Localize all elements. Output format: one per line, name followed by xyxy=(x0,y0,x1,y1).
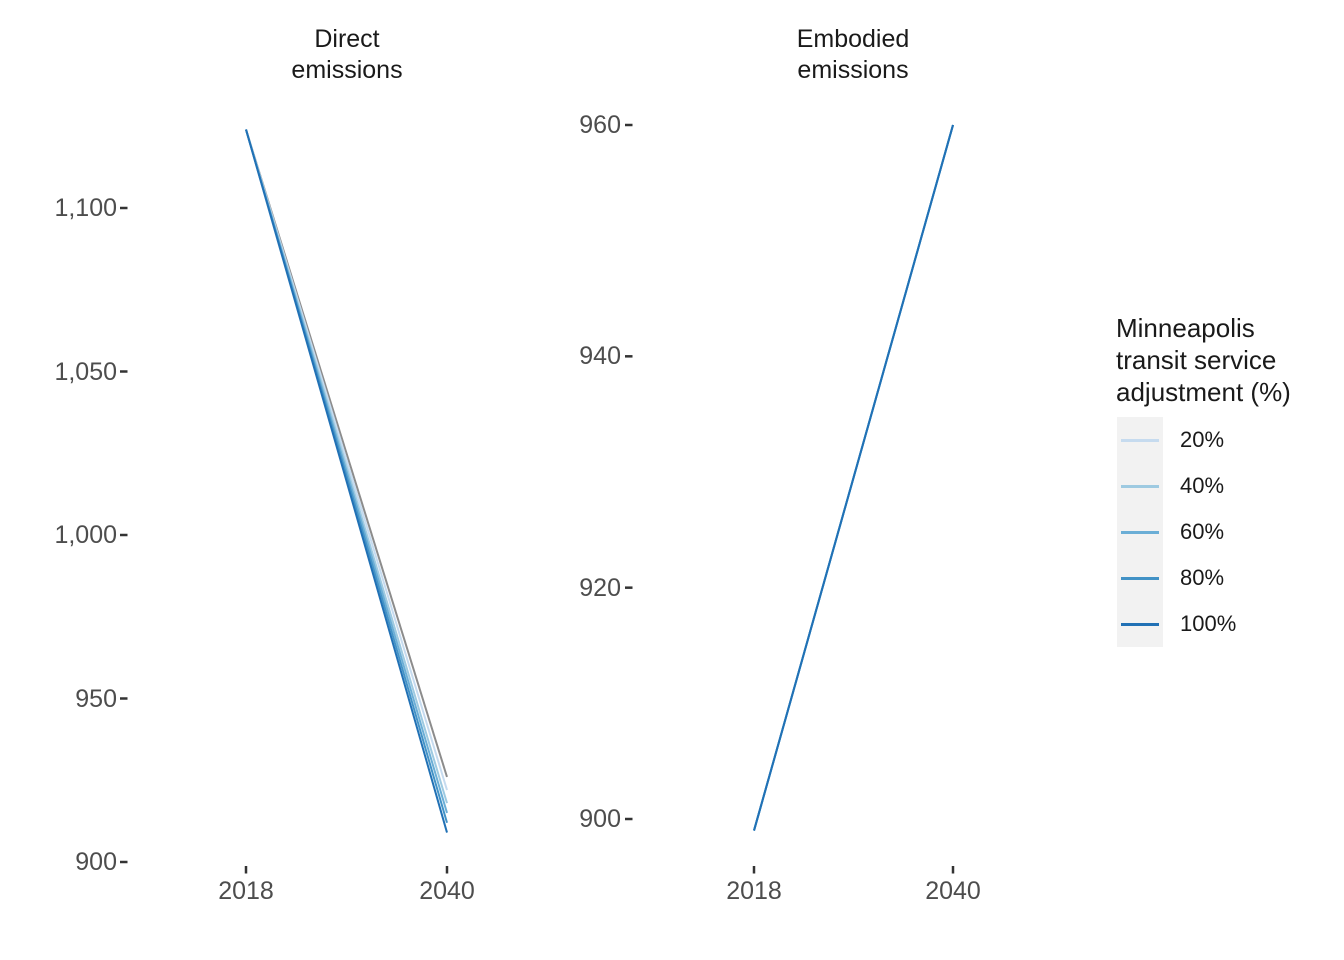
x-axis-tick-label: 2040 xyxy=(925,877,981,905)
x-axis-tick-label: 2040 xyxy=(419,877,475,905)
y-axis-tick-mark xyxy=(120,533,128,537)
y-axis-tick-label: 950 xyxy=(75,684,117,713)
y-axis-tick-mark xyxy=(625,123,633,127)
panel-title-embodied-emissions: Embodied emissions xyxy=(796,25,910,84)
legend-key xyxy=(1117,509,1163,555)
legend-line-swatch xyxy=(1121,622,1159,626)
legend-entry: 20% xyxy=(1117,417,1236,463)
series-line-100pct xyxy=(245,129,448,833)
legend-title: Minneapolis transit service adjustment (… xyxy=(1116,313,1291,407)
x-axis-tick-mark xyxy=(445,866,449,874)
legend-key xyxy=(1117,463,1163,509)
y-axis-tick-label: 1,000 xyxy=(54,521,117,549)
legend-line-swatch xyxy=(1121,576,1159,580)
legend-key xyxy=(1117,417,1163,463)
y-axis-tick-label: 940 xyxy=(579,342,621,371)
x-axis-tick-mark xyxy=(951,866,955,874)
legend-label: 60% xyxy=(1180,519,1225,544)
legend-line-swatch xyxy=(1121,530,1159,534)
y-axis-tick-label: 960 xyxy=(579,111,621,139)
x-axis-tick-mark xyxy=(244,866,248,874)
legend-entry: 40% xyxy=(1117,463,1236,509)
legend-label: 40% xyxy=(1180,473,1225,498)
legend-line-swatch xyxy=(1121,438,1159,442)
x-axis-tick-label: 2018 xyxy=(726,877,782,905)
y-axis-tick-label: 920 xyxy=(579,573,621,602)
x-axis-tick-label: 2018 xyxy=(218,877,274,905)
y-axis-tick-mark xyxy=(120,860,128,864)
y-axis-tick-mark xyxy=(625,817,633,821)
legend-key xyxy=(1117,601,1163,647)
series-line-100pct xyxy=(753,124,954,831)
legend-label: 20% xyxy=(1180,427,1225,452)
x-axis-tick-mark xyxy=(752,866,756,874)
y-axis-tick-mark xyxy=(120,206,128,210)
legend-label: 80% xyxy=(1180,565,1225,590)
legend-label: 100% xyxy=(1180,611,1237,636)
y-axis-tick-mark xyxy=(625,355,633,358)
y-axis-tick-mark xyxy=(120,370,128,373)
legend: 20% 40% 60% 80% 100% xyxy=(1117,417,1236,647)
y-axis-tick-label: 900 xyxy=(75,848,117,876)
y-axis-tick-label: 900 xyxy=(579,805,621,833)
legend-entry: 80% xyxy=(1117,555,1236,601)
legend-key xyxy=(1117,555,1163,601)
y-axis-tick-mark xyxy=(625,586,633,589)
legend-line-swatch xyxy=(1121,484,1159,488)
y-axis-tick-mark xyxy=(120,697,128,700)
legend-entry: 100% xyxy=(1117,601,1236,647)
y-axis-tick-label: 1,050 xyxy=(54,357,117,386)
panel-title-direct-emissions: Direct emissions xyxy=(291,25,403,84)
y-axis-tick-label: 1,100 xyxy=(54,194,117,222)
legend-entry: 60% xyxy=(1117,509,1236,555)
